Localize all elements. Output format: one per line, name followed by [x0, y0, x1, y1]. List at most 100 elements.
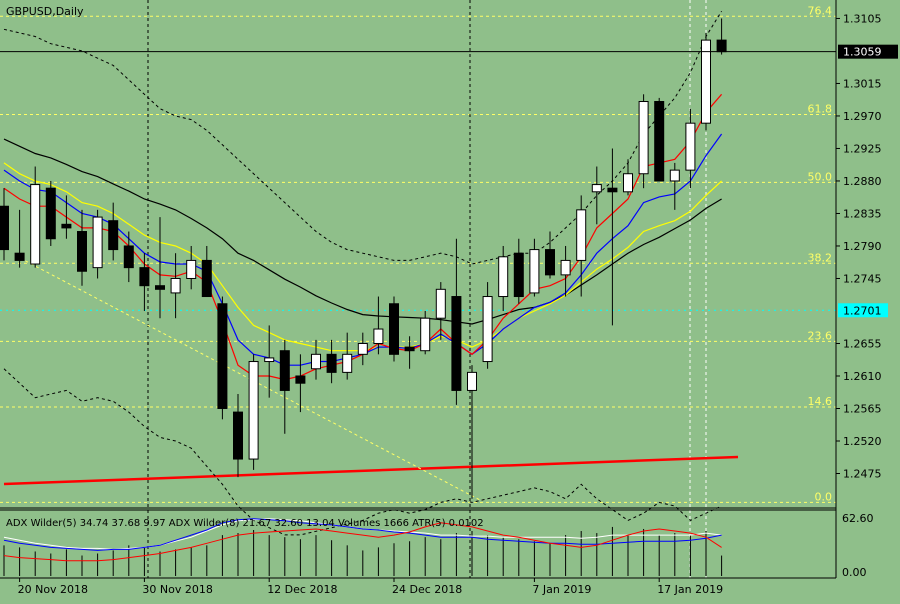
price-axis[interactable]: 1.3105 1.3015 1.2970 1.2925 1.2880 1.2835 1.27… [836, 12, 898, 480]
candle[interactable] [591, 166, 602, 225]
candle[interactable] [685, 108, 696, 189]
candle-body [123, 245, 134, 269]
candle-body [560, 259, 571, 276]
candle[interactable] [0, 188, 9, 261]
bollinger-lower-line [3, 368, 722, 536]
candle-body [357, 342, 368, 355]
time-tick-label: 12 Dec 2018 [267, 583, 337, 596]
price-tick-label: 1.2520 [843, 435, 882, 448]
candle[interactable] [404, 336, 415, 369]
candle[interactable] [529, 238, 540, 297]
candle-body [576, 209, 587, 261]
candle-body [311, 353, 321, 370]
candle[interactable] [295, 354, 306, 413]
candle[interactable] [420, 310, 431, 355]
candle[interactable] [155, 217, 165, 319]
candle[interactable] [607, 148, 618, 326]
grid-lines [0, 0, 836, 578]
candle-body [545, 249, 555, 276]
bollinger-upper-line [3, 10, 723, 265]
candle[interactable] [638, 94, 649, 189]
candle[interactable] [576, 195, 587, 297]
candle-body [295, 375, 306, 384]
candle-body [217, 303, 228, 409]
price-tick-label: 1.2565 [843, 402, 882, 415]
time-tick-label: 17 Jan 2019 [657, 583, 723, 596]
candle[interactable] [357, 332, 368, 366]
candle[interactable] [201, 245, 212, 298]
price-tick-label: 1.2925 [843, 142, 882, 155]
candle[interactable] [217, 296, 228, 420]
candle-body [685, 122, 696, 171]
price-tick-label: 1.2745 [843, 272, 882, 285]
price-tick-label: 1.3015 [843, 77, 882, 90]
candle-body [591, 184, 602, 193]
candle[interactable] [326, 339, 337, 384]
candle[interactable] [170, 253, 181, 319]
candle-body [716, 39, 727, 53]
candle-body [61, 223, 72, 229]
current-price-box [838, 44, 898, 59]
fib-label-0: 76.4 [808, 4, 833, 17]
candle-body [186, 259, 197, 279]
candle-body [233, 411, 243, 460]
candle[interactable] [186, 245, 197, 290]
candle-body [264, 357, 275, 363]
candle[interactable] [233, 394, 243, 478]
candle-body [77, 231, 87, 272]
candle[interactable] [279, 339, 290, 434]
candle[interactable] [389, 296, 399, 362]
fib-levels: 76.4 61.8 50.0 38.2 23.6 14.6 0.0 [0, 4, 836, 503]
candle[interactable] [123, 231, 134, 283]
candle[interactable] [435, 282, 446, 340]
candle-body [482, 296, 493, 363]
candle-body [435, 288, 446, 319]
candle-body [404, 346, 415, 352]
candle[interactable] [30, 166, 41, 268]
candle[interactable] [248, 354, 259, 470]
candle[interactable] [669, 162, 680, 210]
price-tick-label: 1.2610 [843, 370, 882, 383]
candle[interactable] [701, 32, 711, 131]
candle[interactable] [623, 159, 633, 196]
candles[interactable] [0, 18, 727, 499]
candle[interactable] [467, 365, 477, 499]
candle[interactable] [264, 325, 275, 398]
candle-body [30, 184, 41, 265]
fib-label-4: 23.6 [808, 329, 833, 342]
candle-body [279, 350, 290, 391]
candle[interactable] [77, 209, 87, 286]
candle[interactable] [342, 332, 353, 380]
candle[interactable] [139, 253, 150, 311]
fib-label-6: 0.0 [815, 490, 833, 503]
candle[interactable] [654, 97, 665, 182]
candle[interactable] [451, 238, 462, 405]
candle[interactable] [545, 231, 555, 279]
candle[interactable] [498, 245, 509, 311]
candle[interactable] [560, 245, 571, 297]
candle[interactable] [14, 209, 25, 268]
fib-label-1: 61.8 [808, 103, 833, 116]
candle-body [420, 317, 431, 352]
indicator-panel[interactable] [3, 518, 723, 576]
cyan-price-box [838, 303, 888, 318]
current-price-label: 1.3059 [843, 46, 882, 59]
candle[interactable] [108, 202, 119, 261]
candle-body [45, 187, 56, 240]
candle[interactable] [482, 282, 493, 369]
price-tick-label: 1.2790 [843, 240, 882, 253]
candle[interactable] [513, 238, 524, 304]
candle[interactable] [61, 195, 72, 239]
candle[interactable] [311, 339, 321, 380]
candle-body [451, 296, 462, 391]
time-tick-label: 7 Jan 2019 [532, 583, 591, 596]
time-axis[interactable]: 20 Nov 2018 30 Nov 2018 12 Dec 2018 24 Dec … [18, 578, 724, 596]
candle-body [467, 371, 477, 391]
candle-body [373, 328, 384, 344]
indicator-header: ADX Wilder(5) 34.74 37.68 9.97 ADX Wilde… [6, 518, 484, 529]
candle[interactable] [373, 296, 384, 355]
candle[interactable] [92, 209, 103, 279]
candle[interactable] [45, 180, 56, 246]
